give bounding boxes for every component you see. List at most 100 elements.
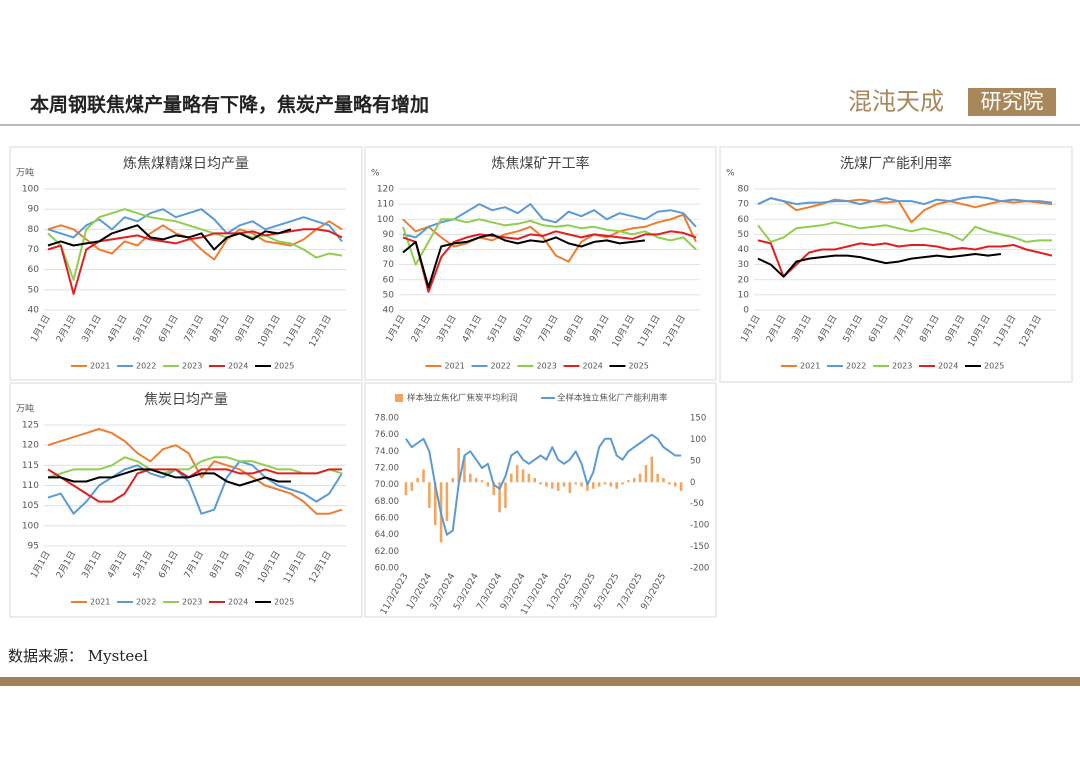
y-tick-label: 72.00 xyxy=(375,464,399,474)
chart-frame xyxy=(9,382,363,618)
legend-label: 2021 xyxy=(90,598,110,607)
series-line xyxy=(47,224,292,251)
chart-frame xyxy=(9,146,363,381)
legend-label: 2024 xyxy=(938,362,958,371)
y-tick-label: 50 xyxy=(738,230,750,240)
bar xyxy=(580,482,583,487)
bar xyxy=(638,473,642,483)
bar xyxy=(574,482,577,485)
y2-tick-label: -150 xyxy=(690,542,709,552)
y-tick-label: 100 xyxy=(22,521,39,531)
bar xyxy=(469,473,472,483)
y-tick-label: 100 xyxy=(377,215,394,225)
legend-label: 2021 xyxy=(800,362,820,371)
logo-unit: 研究院 xyxy=(981,90,1044,114)
y-tick-label: 20 xyxy=(738,275,750,285)
y-tick-label: 70 xyxy=(738,200,750,210)
y-tick-label: 90 xyxy=(383,230,395,240)
y-tick-label: 110 xyxy=(22,481,39,491)
bar xyxy=(591,482,595,489)
bar xyxy=(510,473,513,483)
y-tick-label: 120 xyxy=(377,185,394,195)
series-line xyxy=(402,218,697,266)
bar xyxy=(609,482,613,487)
chart-frame xyxy=(364,382,717,618)
legend-label: 2022 xyxy=(846,362,866,371)
series-line xyxy=(402,233,646,289)
legend-label: 2021 xyxy=(445,362,465,371)
bar xyxy=(539,482,542,485)
legend-label: 样本独立焦化厂焦炭平均利润 xyxy=(407,393,518,404)
y-tick-label: 60 xyxy=(28,265,40,275)
chart-frame xyxy=(364,146,717,381)
legend-swatch xyxy=(395,394,403,402)
y-tick-label: 66.00 xyxy=(375,514,399,524)
bar xyxy=(410,482,414,491)
bar xyxy=(668,482,671,485)
y-tick-label: 10 xyxy=(738,290,750,300)
y-tick-label: 125 xyxy=(22,421,39,431)
legend-label: 2022 xyxy=(491,362,511,371)
bar xyxy=(568,482,572,493)
y-tick-label: 110 xyxy=(377,200,394,210)
y-tick-label: 80 xyxy=(28,225,40,235)
y-tick-label: 70.00 xyxy=(375,480,399,490)
y-tick-label: 100 xyxy=(22,185,39,195)
bar xyxy=(445,482,449,521)
y-tick-label: 40 xyxy=(738,245,750,255)
bar xyxy=(545,482,548,487)
y-tick-label: 62.00 xyxy=(375,547,399,557)
bar xyxy=(656,473,659,483)
y2-tick-label: -100 xyxy=(690,521,709,531)
legend-label: 2022 xyxy=(136,362,156,371)
bar xyxy=(533,478,537,483)
chart-title: 洗煤厂产能利用率 xyxy=(840,155,952,172)
y-tick-label: 0 xyxy=(743,306,749,316)
bar xyxy=(644,465,648,483)
legend-label: 2025 xyxy=(274,598,294,607)
bar xyxy=(586,482,589,491)
legend-label: 2021 xyxy=(90,362,110,371)
y2-tick-label: -200 xyxy=(690,564,709,574)
legend-label: 2024 xyxy=(583,362,603,371)
y-tick-label: 60.00 xyxy=(375,564,399,574)
bar xyxy=(486,482,490,487)
y-tick-label: 95 xyxy=(28,542,39,552)
legend-label: 2023 xyxy=(537,362,557,371)
series-line xyxy=(405,433,682,536)
series-line xyxy=(757,253,1002,278)
y-tick-label: 60 xyxy=(383,275,395,285)
y2-tick-label: 100 xyxy=(690,435,706,445)
bar xyxy=(416,478,419,483)
bar xyxy=(428,482,431,508)
legend-label: 2024 xyxy=(228,598,248,607)
y2-tick-label: 50 xyxy=(690,456,701,466)
legend-label: 2024 xyxy=(228,362,248,371)
logo-name: 混沌天成 xyxy=(848,88,944,116)
bar xyxy=(627,480,630,483)
bar xyxy=(404,482,408,496)
legend-label: 2025 xyxy=(984,362,1004,371)
bar xyxy=(451,478,455,483)
bar xyxy=(556,482,560,491)
y2-tick-label: 0 xyxy=(690,478,695,488)
y-tick-label: 115 xyxy=(22,461,39,471)
chart-title: 炼焦煤精煤日均产量 xyxy=(123,156,249,172)
legend-label: 2023 xyxy=(892,362,912,371)
source-note: 数据来源： Mysteel xyxy=(8,647,148,665)
y-tick-label: 50 xyxy=(28,285,40,295)
axis-unit: 万吨 xyxy=(16,167,34,179)
y-tick-label: 64.00 xyxy=(375,530,399,540)
legend-label: 2023 xyxy=(182,598,202,607)
bar xyxy=(527,473,531,483)
y-tick-label: 105 xyxy=(22,501,39,511)
series-line xyxy=(47,228,343,295)
bar xyxy=(463,456,466,483)
y-tick-label: 40 xyxy=(28,306,40,316)
series-line xyxy=(47,460,343,515)
bar xyxy=(603,482,607,485)
legend-label: 2023 xyxy=(182,362,202,371)
y-tick-label: 40 xyxy=(383,306,395,316)
bar xyxy=(597,482,601,487)
